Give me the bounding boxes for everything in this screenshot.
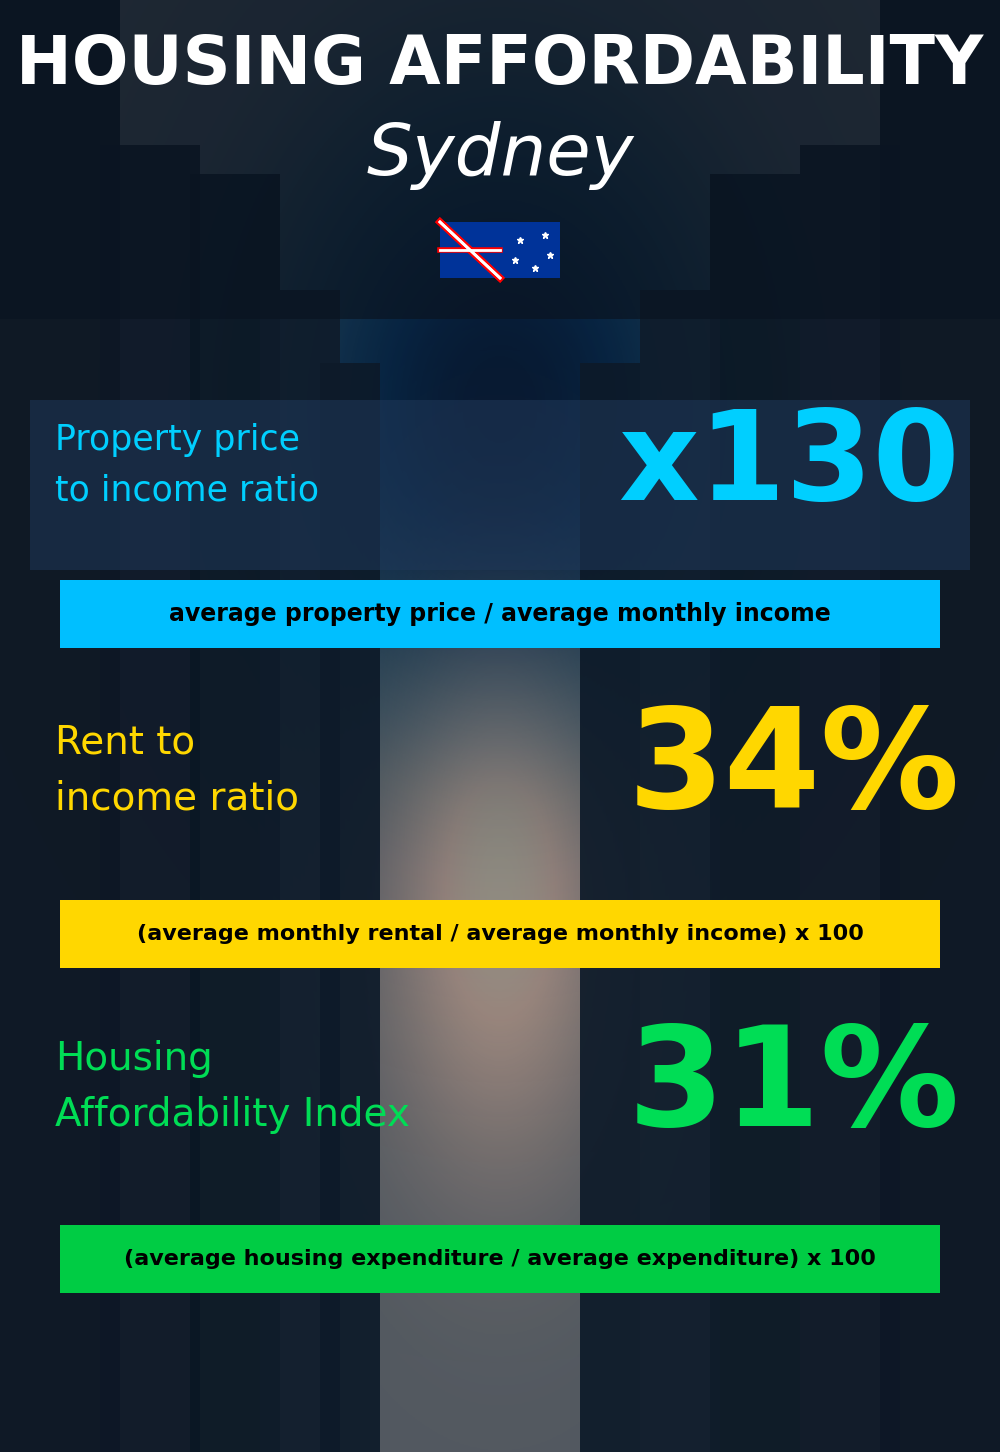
Text: (average monthly rental / average monthly income) x 100: (average monthly rental / average monthl… <box>137 923 863 944</box>
Text: x130: x130 <box>618 405 960 526</box>
Bar <box>0 0 1000 319</box>
Bar <box>580 363 640 1452</box>
Text: (average housing expenditure / average expenditure) x 100: (average housing expenditure / average e… <box>124 1249 876 1269</box>
Bar <box>0 0 120 1452</box>
Bar <box>440 222 560 277</box>
Bar <box>640 290 720 1452</box>
Bar <box>60 1225 940 1292</box>
Bar <box>190 174 280 1452</box>
Text: Housing
Affordability Index: Housing Affordability Index <box>55 1041 410 1134</box>
Text: Rent to
income ratio: Rent to income ratio <box>55 723 299 817</box>
Bar <box>260 290 340 1452</box>
Text: HOUSING AFFORDABILITY: HOUSING AFFORDABILITY <box>16 32 984 97</box>
Bar <box>800 145 900 1452</box>
Bar <box>710 174 800 1452</box>
Bar <box>880 0 1000 1452</box>
Bar <box>320 363 380 1452</box>
Text: Sydney: Sydney <box>366 121 634 190</box>
Text: 31%: 31% <box>628 1019 960 1154</box>
Bar <box>30 399 970 571</box>
Text: average property price / average monthly income: average property price / average monthly… <box>169 603 831 626</box>
Text: 34%: 34% <box>628 703 960 838</box>
Bar <box>60 579 940 648</box>
Bar <box>60 900 940 968</box>
Bar <box>100 145 200 1452</box>
Text: Property price
to income ratio: Property price to income ratio <box>55 423 319 507</box>
